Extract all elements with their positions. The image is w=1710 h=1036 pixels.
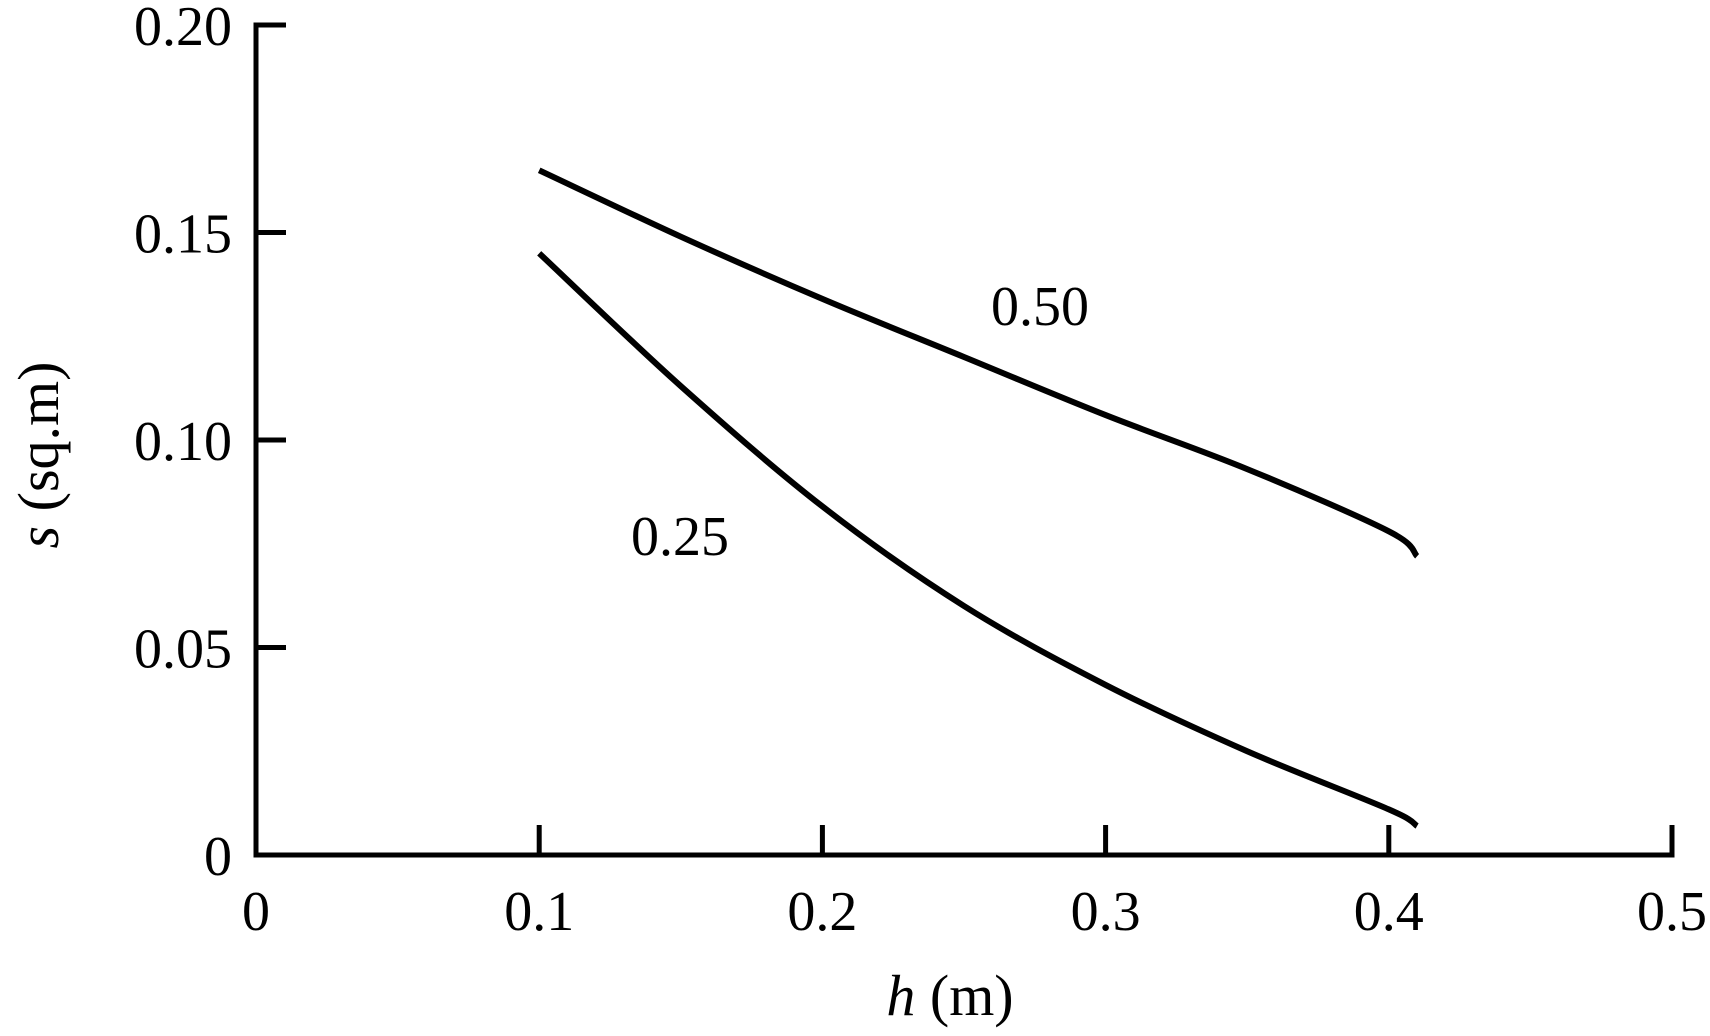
y-tick-label: 0 [204, 826, 232, 888]
y-tick-label: 0.05 [134, 619, 232, 681]
series-line-0-50 [537, 167, 1420, 559]
series-line-0-25 [537, 251, 1419, 829]
y-tick-label: 0.20 [134, 0, 232, 58]
x-tick-label: 0.1 [504, 881, 574, 943]
series-label-0-50: 0.50 [991, 276, 1089, 338]
y-axis-title: s (sq.m) [6, 362, 71, 549]
x-tick-label: 0.5 [1637, 881, 1707, 943]
x-axis-unit: (m) [915, 963, 1013, 1028]
y-axis-unit: (sq.m) [6, 362, 71, 526]
x-axis-title: h (m) [886, 963, 1013, 1028]
tick-labels: 0 0.1 0.2 0.3 0.4 0.500.050.100.150.20 [134, 0, 1707, 943]
x-tick-label: 0 [242, 881, 270, 943]
y-tick-label: 0.15 [134, 204, 232, 266]
series-lines [537, 167, 1420, 829]
x-axis-var: h [886, 963, 915, 1028]
series-labels: 0.50 0.25 [631, 276, 1089, 568]
x-tick-label: 0.3 [1071, 881, 1141, 943]
x-tick-label: 0.2 [787, 881, 857, 943]
x-tick-label: 0.4 [1354, 881, 1424, 943]
y-axis-var: s [6, 526, 71, 549]
y-tick-label: 0.10 [134, 411, 232, 473]
series-label-0-25: 0.25 [631, 506, 729, 568]
axes [253, 22, 1675, 858]
tick-marks [256, 22, 1675, 855]
